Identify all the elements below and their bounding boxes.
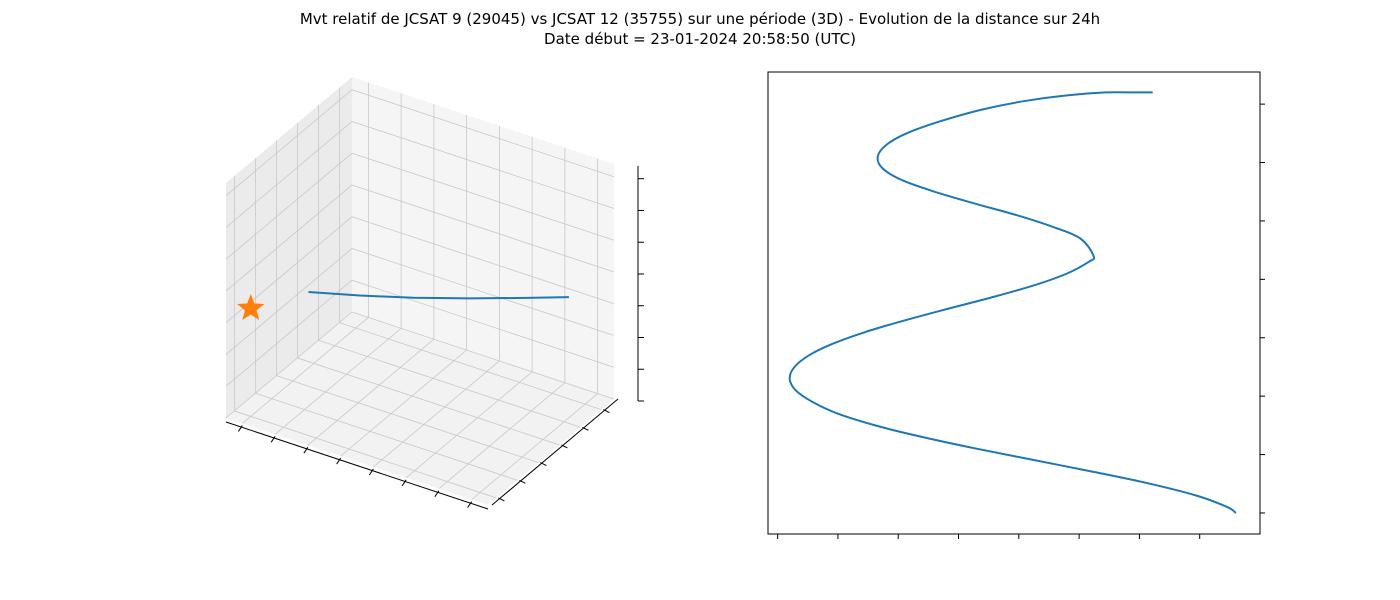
x-tick [270, 436, 276, 443]
grid-line [340, 349, 467, 457]
grid-line [274, 328, 402, 435]
grid-line [351, 311, 615, 400]
trajectory-line [308, 291, 569, 300]
chart-3d-trajectory [225, 77, 644, 510]
figure-subtitle: Date début = 23-01-2024 20:58:50 (UTC) [544, 30, 856, 48]
grid-line [225, 89, 353, 197]
x-tick [237, 425, 243, 432]
pane-left-wall [226, 77, 352, 418]
grid-line [405, 371, 533, 479]
grid-line [471, 393, 598, 500]
chart-distance-vs-time [767, 71, 1265, 539]
grid-line [351, 121, 615, 209]
x-tick [467, 501, 473, 508]
grid-line [276, 375, 539, 463]
y-tick [540, 462, 547, 467]
origin-star-marker [237, 293, 265, 321]
grid-line [318, 339, 581, 428]
pane-floor [226, 312, 614, 505]
plot-frame [767, 71, 1261, 535]
x-tick [401, 479, 407, 487]
x-tick [368, 468, 374, 476]
y-axis-line [491, 398, 619, 506]
y-tick [498, 497, 505, 502]
x-axis-line [225, 421, 489, 510]
x-tick [336, 457, 342, 465]
grid-line [351, 184, 615, 273]
grid-line [242, 317, 369, 424]
grid-line [225, 184, 353, 292]
grid-line [307, 338, 435, 446]
grid-line [297, 357, 560, 446]
grid-line [225, 279, 353, 387]
grid-line [255, 392, 518, 481]
y-tick [561, 444, 568, 449]
grid-line [351, 248, 615, 336]
grid-line [225, 121, 353, 228]
y-tick [603, 409, 610, 414]
grid-line [339, 322, 602, 410]
grid-line [225, 248, 353, 355]
grid-line [351, 279, 615, 368]
grid-line [351, 216, 615, 305]
grid-line [234, 410, 497, 499]
distance-curve [788, 91, 1237, 514]
grid-line [351, 89, 615, 178]
figure-title: Mvt relatif de JCSAT 9 (29045) vs JCSAT … [299, 10, 1101, 28]
pane-back-wall [352, 77, 614, 399]
y-tick [582, 426, 589, 431]
grid-line [351, 152, 615, 241]
grid-line [225, 311, 353, 419]
grid-line [438, 382, 566, 489]
x-tick [303, 446, 309, 454]
grid-line [373, 360, 500, 468]
grid-line [225, 152, 353, 260]
y-tick [519, 479, 526, 484]
x-tick [434, 490, 440, 497]
